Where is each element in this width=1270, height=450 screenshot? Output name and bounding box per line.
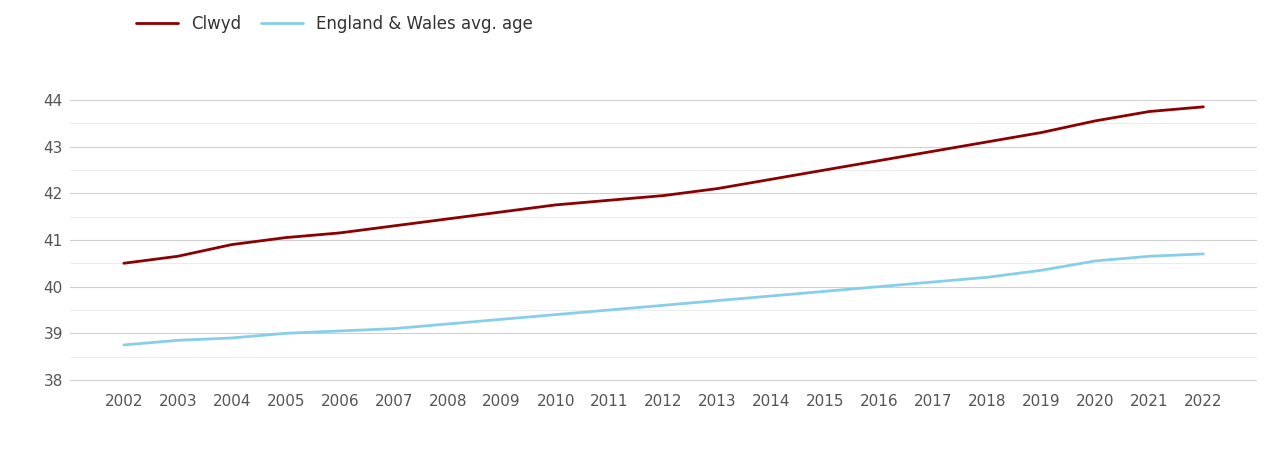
England & Wales avg. age	[1142, 253, 1157, 259]
Clwyd	[441, 216, 456, 221]
England & Wales avg. age	[980, 274, 996, 280]
England & Wales avg. age	[872, 284, 888, 289]
Clwyd	[872, 158, 888, 163]
England & Wales avg. age	[1034, 268, 1049, 273]
Clwyd	[1195, 104, 1210, 109]
England & Wales avg. age	[710, 298, 725, 303]
England & Wales avg. age	[765, 293, 780, 299]
Line: Clwyd: Clwyd	[123, 107, 1203, 263]
Line: England & Wales avg. age: England & Wales avg. age	[123, 254, 1203, 345]
Clwyd	[116, 261, 131, 266]
Clwyd	[225, 242, 240, 248]
Clwyd	[1034, 130, 1049, 135]
England & Wales avg. age	[386, 326, 401, 331]
England & Wales avg. age	[602, 307, 617, 313]
England & Wales avg. age	[926, 279, 941, 285]
Clwyd	[655, 193, 671, 198]
England & Wales avg. age	[494, 317, 509, 322]
England & Wales avg. age	[333, 328, 348, 333]
England & Wales avg. age	[549, 312, 564, 317]
Clwyd	[333, 230, 348, 236]
England & Wales avg. age	[655, 302, 671, 308]
England & Wales avg. age	[441, 321, 456, 327]
Clwyd	[170, 253, 185, 259]
Clwyd	[710, 186, 725, 191]
Clwyd	[549, 202, 564, 207]
Clwyd	[1142, 109, 1157, 114]
Clwyd	[386, 223, 401, 229]
Clwyd	[602, 198, 617, 203]
Clwyd	[980, 139, 996, 144]
England & Wales avg. age	[170, 338, 185, 343]
England & Wales avg. age	[116, 342, 131, 348]
Clwyd	[494, 209, 509, 215]
Clwyd	[926, 148, 941, 154]
England & Wales avg. age	[278, 331, 293, 336]
Clwyd	[765, 176, 780, 182]
Legend: Clwyd, England & Wales avg. age: Clwyd, England & Wales avg. age	[130, 8, 540, 40]
England & Wales avg. age	[225, 335, 240, 341]
England & Wales avg. age	[818, 288, 833, 294]
Clwyd	[278, 235, 293, 240]
Clwyd	[818, 167, 833, 173]
Clwyd	[1087, 118, 1102, 124]
England & Wales avg. age	[1195, 251, 1210, 256]
England & Wales avg. age	[1087, 258, 1102, 264]
